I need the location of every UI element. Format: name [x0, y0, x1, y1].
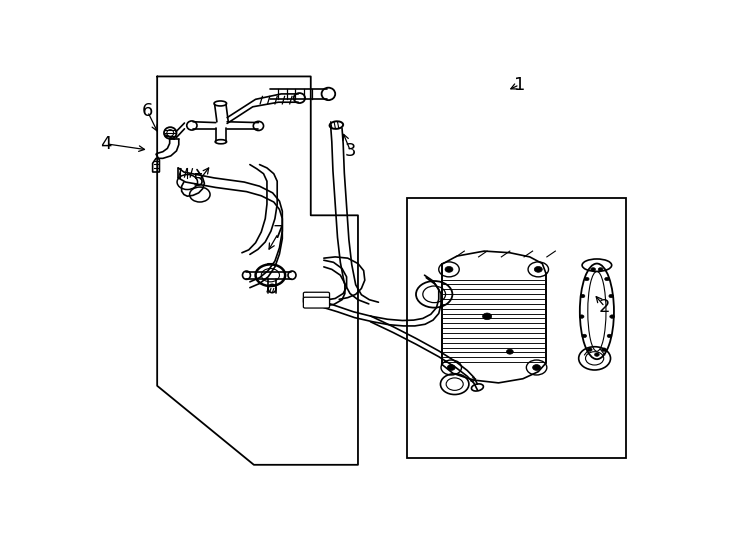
Circle shape: [591, 268, 595, 271]
Circle shape: [609, 294, 614, 298]
Circle shape: [506, 349, 513, 354]
Circle shape: [610, 315, 614, 318]
Text: 4: 4: [101, 135, 112, 153]
Text: 6: 6: [142, 103, 153, 120]
Circle shape: [582, 334, 586, 338]
Text: 3: 3: [345, 142, 356, 160]
Circle shape: [447, 364, 455, 370]
Circle shape: [598, 268, 603, 271]
Text: 7: 7: [272, 224, 284, 242]
Circle shape: [445, 266, 453, 272]
FancyBboxPatch shape: [303, 292, 330, 303]
Circle shape: [605, 277, 609, 281]
Circle shape: [595, 353, 599, 356]
Circle shape: [602, 348, 606, 352]
Text: 1: 1: [514, 76, 526, 94]
Circle shape: [587, 348, 592, 352]
Text: 5: 5: [193, 172, 205, 190]
Circle shape: [607, 334, 612, 338]
Circle shape: [534, 266, 542, 272]
Circle shape: [533, 364, 540, 370]
Circle shape: [584, 277, 589, 281]
FancyBboxPatch shape: [303, 297, 330, 308]
Circle shape: [580, 294, 585, 298]
Bar: [407, 198, 627, 458]
Circle shape: [482, 313, 492, 320]
Circle shape: [579, 315, 584, 318]
Text: 2: 2: [599, 298, 611, 316]
